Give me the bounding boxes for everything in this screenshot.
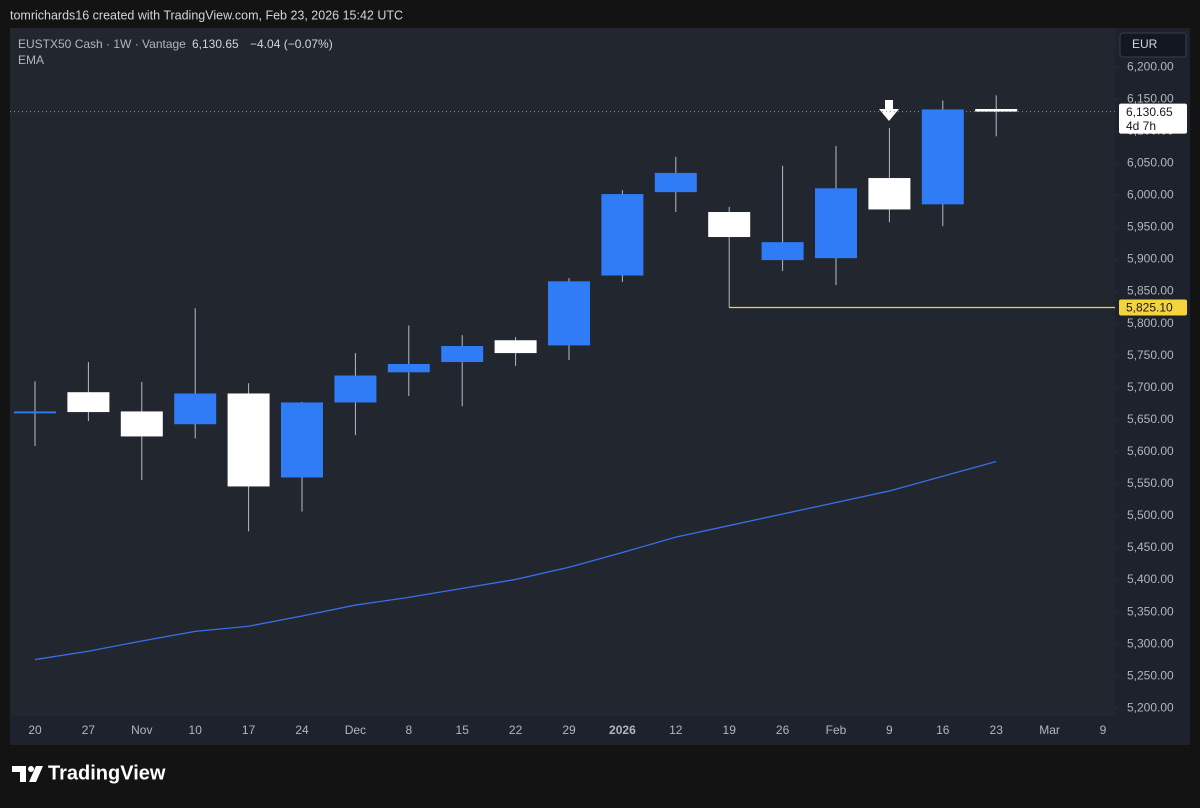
x-tick-label: 19 [723,723,737,737]
y-tick-label: 5,250.00 [1127,668,1174,682]
countdown: 4d 7h [1126,119,1156,133]
candle-body [227,393,270,487]
y-tick-label: 5,550.00 [1127,476,1174,490]
y-tick-label: 5,750.00 [1127,348,1174,362]
last-price-tag [1119,103,1187,134]
last-price: 6,130.65 [192,37,239,51]
y-tick-label: 5,500.00 [1127,508,1174,522]
x-tick-label: 27 [82,723,96,737]
y-tick-label: 6,150.00 [1127,91,1174,105]
logo [12,766,43,782]
candle-body [868,178,911,210]
x-tick-label: 17 [242,723,256,737]
candle-body [761,242,804,261]
x-tick-label: Nov [131,723,152,737]
x-tick-label: 24 [295,723,309,737]
x-tick-label: 16 [936,723,950,737]
x-tick-label: 12 [669,723,683,737]
candle-body [281,402,323,478]
candle-body [815,188,857,259]
candle-body [654,172,697,193]
y-tick-label: 5,700.00 [1127,380,1174,394]
currency[interactable]: EUR [1132,37,1158,51]
y-tick-label: 5,950.00 [1127,220,1174,234]
change: −4.04 (−0.07%) [250,37,333,51]
candle-body [975,108,1018,112]
y-tick-label: 5,350.00 [1127,604,1174,618]
x-tick-label: 20 [28,723,42,737]
candle-body [601,194,644,276]
level-tag [1119,299,1187,316]
candle-body [921,109,964,205]
x-tick-label: 8 [405,723,412,737]
y-tick-label: 5,450.00 [1127,540,1174,554]
last-price-tag-label: 6,130.65 [1126,105,1173,119]
x-tick-label: 10 [189,723,203,737]
y-tick-label: 6,050.00 [1127,155,1174,169]
candle-body [548,281,590,346]
candle-body [174,393,217,425]
y-tick-label: 6,200.00 [1127,59,1174,73]
candle-body [708,212,751,238]
candle-body [67,392,110,413]
x-tick-label: Feb [826,723,847,737]
x-tick-label: 9 [1100,723,1107,737]
x-tick-label: 23 [990,723,1004,737]
symbol: EUSTX50 Cash · 1W · Vantage [18,37,186,51]
y-tick-label: 6,000.00 [1127,188,1174,202]
y-tick-label: 5,400.00 [1127,572,1174,586]
x-tick-label: Mar [1039,723,1060,737]
candle-body [441,346,484,363]
candle-body [120,411,163,437]
y-tick-label: 5,850.00 [1127,284,1174,298]
x-tick-label: 15 [456,723,470,737]
x-tick-label: 9 [886,723,893,737]
x-tick-label: 22 [509,723,523,737]
y-tick-label: 5,300.00 [1127,636,1174,650]
level-tag-label: 5,825.10 [1126,301,1173,315]
candle-body [334,375,377,403]
indicator-name: EMA [18,53,44,67]
x-tick-label: 26 [776,723,790,737]
y-tick-label: 5,600.00 [1127,444,1174,458]
x-tick-label: Dec [345,723,366,737]
y-tick-label: 5,650.00 [1127,412,1174,426]
credit: tomrichards16 created with TradingView.c… [10,8,403,22]
currency-button[interactable] [1119,32,1187,58]
brand: TradingView [48,762,166,784]
y-tick-label: 5,800.00 [1127,316,1174,330]
x-tick-label: 2026 [609,723,636,737]
y-tick-label: 5,900.00 [1127,252,1174,266]
ema-line [34,460,997,661]
candle-body [14,411,56,414]
y-tick-label: 5,200.00 [1127,700,1174,714]
candle-body [494,340,537,354]
x-tick-label: 29 [562,723,576,737]
candle-body [387,363,430,373]
